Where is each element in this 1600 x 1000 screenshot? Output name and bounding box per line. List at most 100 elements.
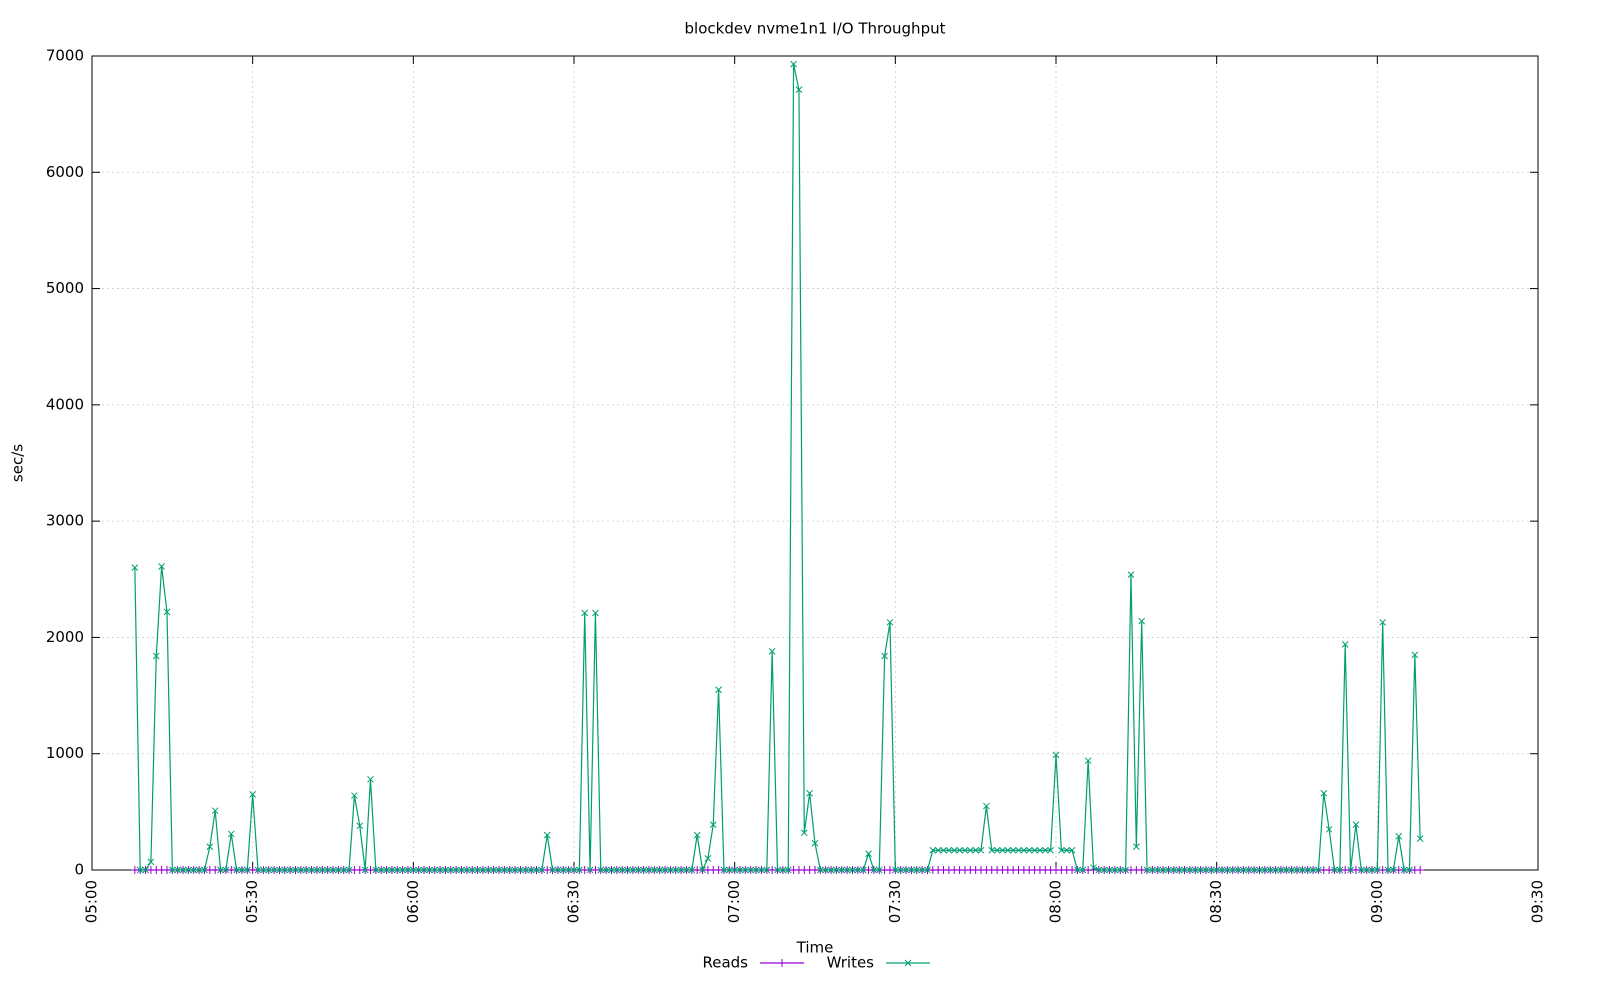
point-marker bbox=[206, 843, 214, 851]
x-tick-label: 06:30 bbox=[565, 880, 583, 923]
point-marker bbox=[1197, 866, 1204, 874]
point-marker bbox=[1224, 866, 1231, 874]
point-marker bbox=[999, 846, 1006, 854]
point-marker bbox=[1390, 866, 1397, 874]
point-marker bbox=[484, 866, 492, 874]
point-marker bbox=[629, 866, 637, 874]
point-marker bbox=[506, 866, 514, 874]
point-marker bbox=[699, 866, 706, 874]
legend-marker bbox=[904, 959, 912, 967]
point-marker bbox=[495, 866, 503, 874]
point-marker bbox=[1025, 846, 1033, 854]
point-marker bbox=[1111, 866, 1119, 874]
y-tick-label: 0 bbox=[74, 861, 84, 879]
x-tick-label: 05:30 bbox=[243, 880, 261, 923]
point-marker bbox=[1400, 866, 1408, 874]
point-marker bbox=[265, 866, 273, 874]
point-marker bbox=[913, 866, 921, 874]
point-marker bbox=[1041, 846, 1049, 854]
point-marker bbox=[1154, 866, 1162, 874]
point-marker bbox=[966, 846, 974, 854]
point-marker bbox=[442, 866, 449, 874]
point-marker bbox=[179, 866, 187, 874]
point-marker bbox=[356, 822, 364, 830]
point-marker bbox=[1336, 866, 1344, 874]
point-marker bbox=[1373, 866, 1381, 874]
point-marker bbox=[404, 866, 412, 874]
point-marker bbox=[961, 846, 969, 854]
point-marker bbox=[795, 86, 803, 94]
point-marker bbox=[399, 866, 406, 874]
point-marker bbox=[624, 866, 631, 874]
point-marker bbox=[667, 866, 674, 874]
point-marker bbox=[977, 846, 985, 854]
point-marker bbox=[436, 866, 444, 874]
point-marker bbox=[1068, 846, 1076, 854]
point-marker bbox=[742, 866, 749, 874]
point-marker bbox=[254, 866, 262, 874]
point-marker bbox=[447, 866, 455, 874]
point-marker bbox=[613, 866, 621, 874]
x-tick-label: 08:30 bbox=[1207, 880, 1225, 923]
point-marker bbox=[650, 866, 658, 874]
point-marker bbox=[388, 866, 396, 874]
point-marker bbox=[297, 866, 305, 874]
point-marker bbox=[281, 866, 289, 874]
point-marker bbox=[1159, 866, 1167, 874]
point-marker bbox=[784, 866, 792, 874]
point-marker bbox=[1165, 866, 1172, 874]
point-marker bbox=[474, 866, 481, 874]
point-marker bbox=[672, 866, 680, 874]
y-axis-label: sec/s bbox=[9, 444, 27, 482]
point-marker bbox=[1384, 866, 1392, 874]
legend-label: Writes bbox=[827, 954, 875, 972]
point-marker bbox=[956, 846, 963, 854]
point-marker bbox=[768, 648, 776, 655]
point-marker bbox=[645, 866, 653, 874]
point-marker bbox=[924, 866, 931, 874]
point-marker bbox=[683, 866, 690, 874]
point-marker bbox=[1406, 866, 1413, 874]
point-marker bbox=[559, 866, 567, 874]
legend-marker bbox=[778, 959, 786, 967]
point-marker bbox=[602, 866, 610, 874]
point-marker bbox=[393, 866, 401, 874]
point-marker bbox=[1341, 641, 1349, 648]
point-marker bbox=[190, 866, 198, 874]
point-marker bbox=[731, 866, 739, 874]
point-marker bbox=[313, 866, 321, 874]
point-marker bbox=[276, 866, 283, 874]
point-marker bbox=[238, 866, 246, 874]
point-marker bbox=[843, 866, 851, 874]
point-marker bbox=[227, 830, 235, 838]
point-marker bbox=[185, 866, 192, 874]
point-marker bbox=[1127, 571, 1135, 578]
point-marker bbox=[1063, 846, 1071, 854]
point-marker bbox=[152, 652, 160, 660]
point-marker bbox=[950, 846, 958, 854]
point-marker bbox=[865, 850, 872, 858]
point-marker bbox=[993, 846, 1001, 854]
point-marker bbox=[1325, 825, 1333, 833]
y-tick-label: 2000 bbox=[46, 628, 84, 646]
point-marker bbox=[1052, 751, 1060, 759]
point-marker bbox=[891, 866, 899, 874]
point-marker bbox=[1170, 866, 1178, 874]
point-marker bbox=[431, 866, 439, 874]
point-marker bbox=[570, 866, 578, 874]
chart-title: blockdev nvme1n1 I/O Throughput bbox=[685, 20, 946, 38]
point-marker bbox=[1304, 866, 1312, 874]
x-tick-label: 05:00 bbox=[83, 880, 101, 923]
point-marker bbox=[1347, 866, 1354, 874]
point-marker bbox=[1031, 846, 1038, 854]
point-marker bbox=[1036, 846, 1044, 854]
point-marker bbox=[597, 866, 605, 874]
point-marker bbox=[870, 866, 878, 874]
point-marker bbox=[752, 866, 760, 874]
point-marker bbox=[1379, 618, 1387, 626]
x-tick-label: 08:00 bbox=[1047, 880, 1065, 923]
point-marker bbox=[1191, 866, 1199, 874]
point-marker bbox=[308, 866, 315, 874]
point-marker bbox=[811, 839, 819, 847]
